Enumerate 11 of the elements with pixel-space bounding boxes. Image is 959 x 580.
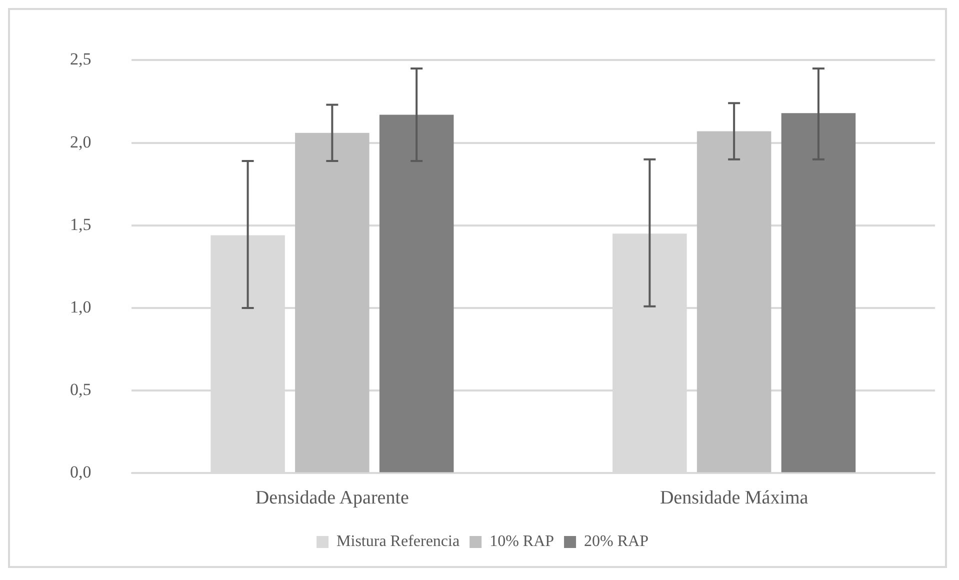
y-tick-label: 0,5 xyxy=(70,380,92,400)
y-tick-label: 2,0 xyxy=(70,132,92,152)
legend-label: Mistura Referencia xyxy=(336,533,460,550)
y-tick-label: 1,5 xyxy=(70,214,92,234)
x-tick-label: Densidade Aparente xyxy=(255,488,409,509)
y-tick-label: 2,5 xyxy=(70,50,92,69)
x-tick-label: Densidade Máxima xyxy=(660,488,809,509)
legend-label: 20% RAP xyxy=(584,533,649,550)
y-tick-label: 1,0 xyxy=(70,297,92,316)
y-tick-label: 0,0 xyxy=(70,462,92,482)
legend-label: 10% RAP xyxy=(490,533,554,550)
